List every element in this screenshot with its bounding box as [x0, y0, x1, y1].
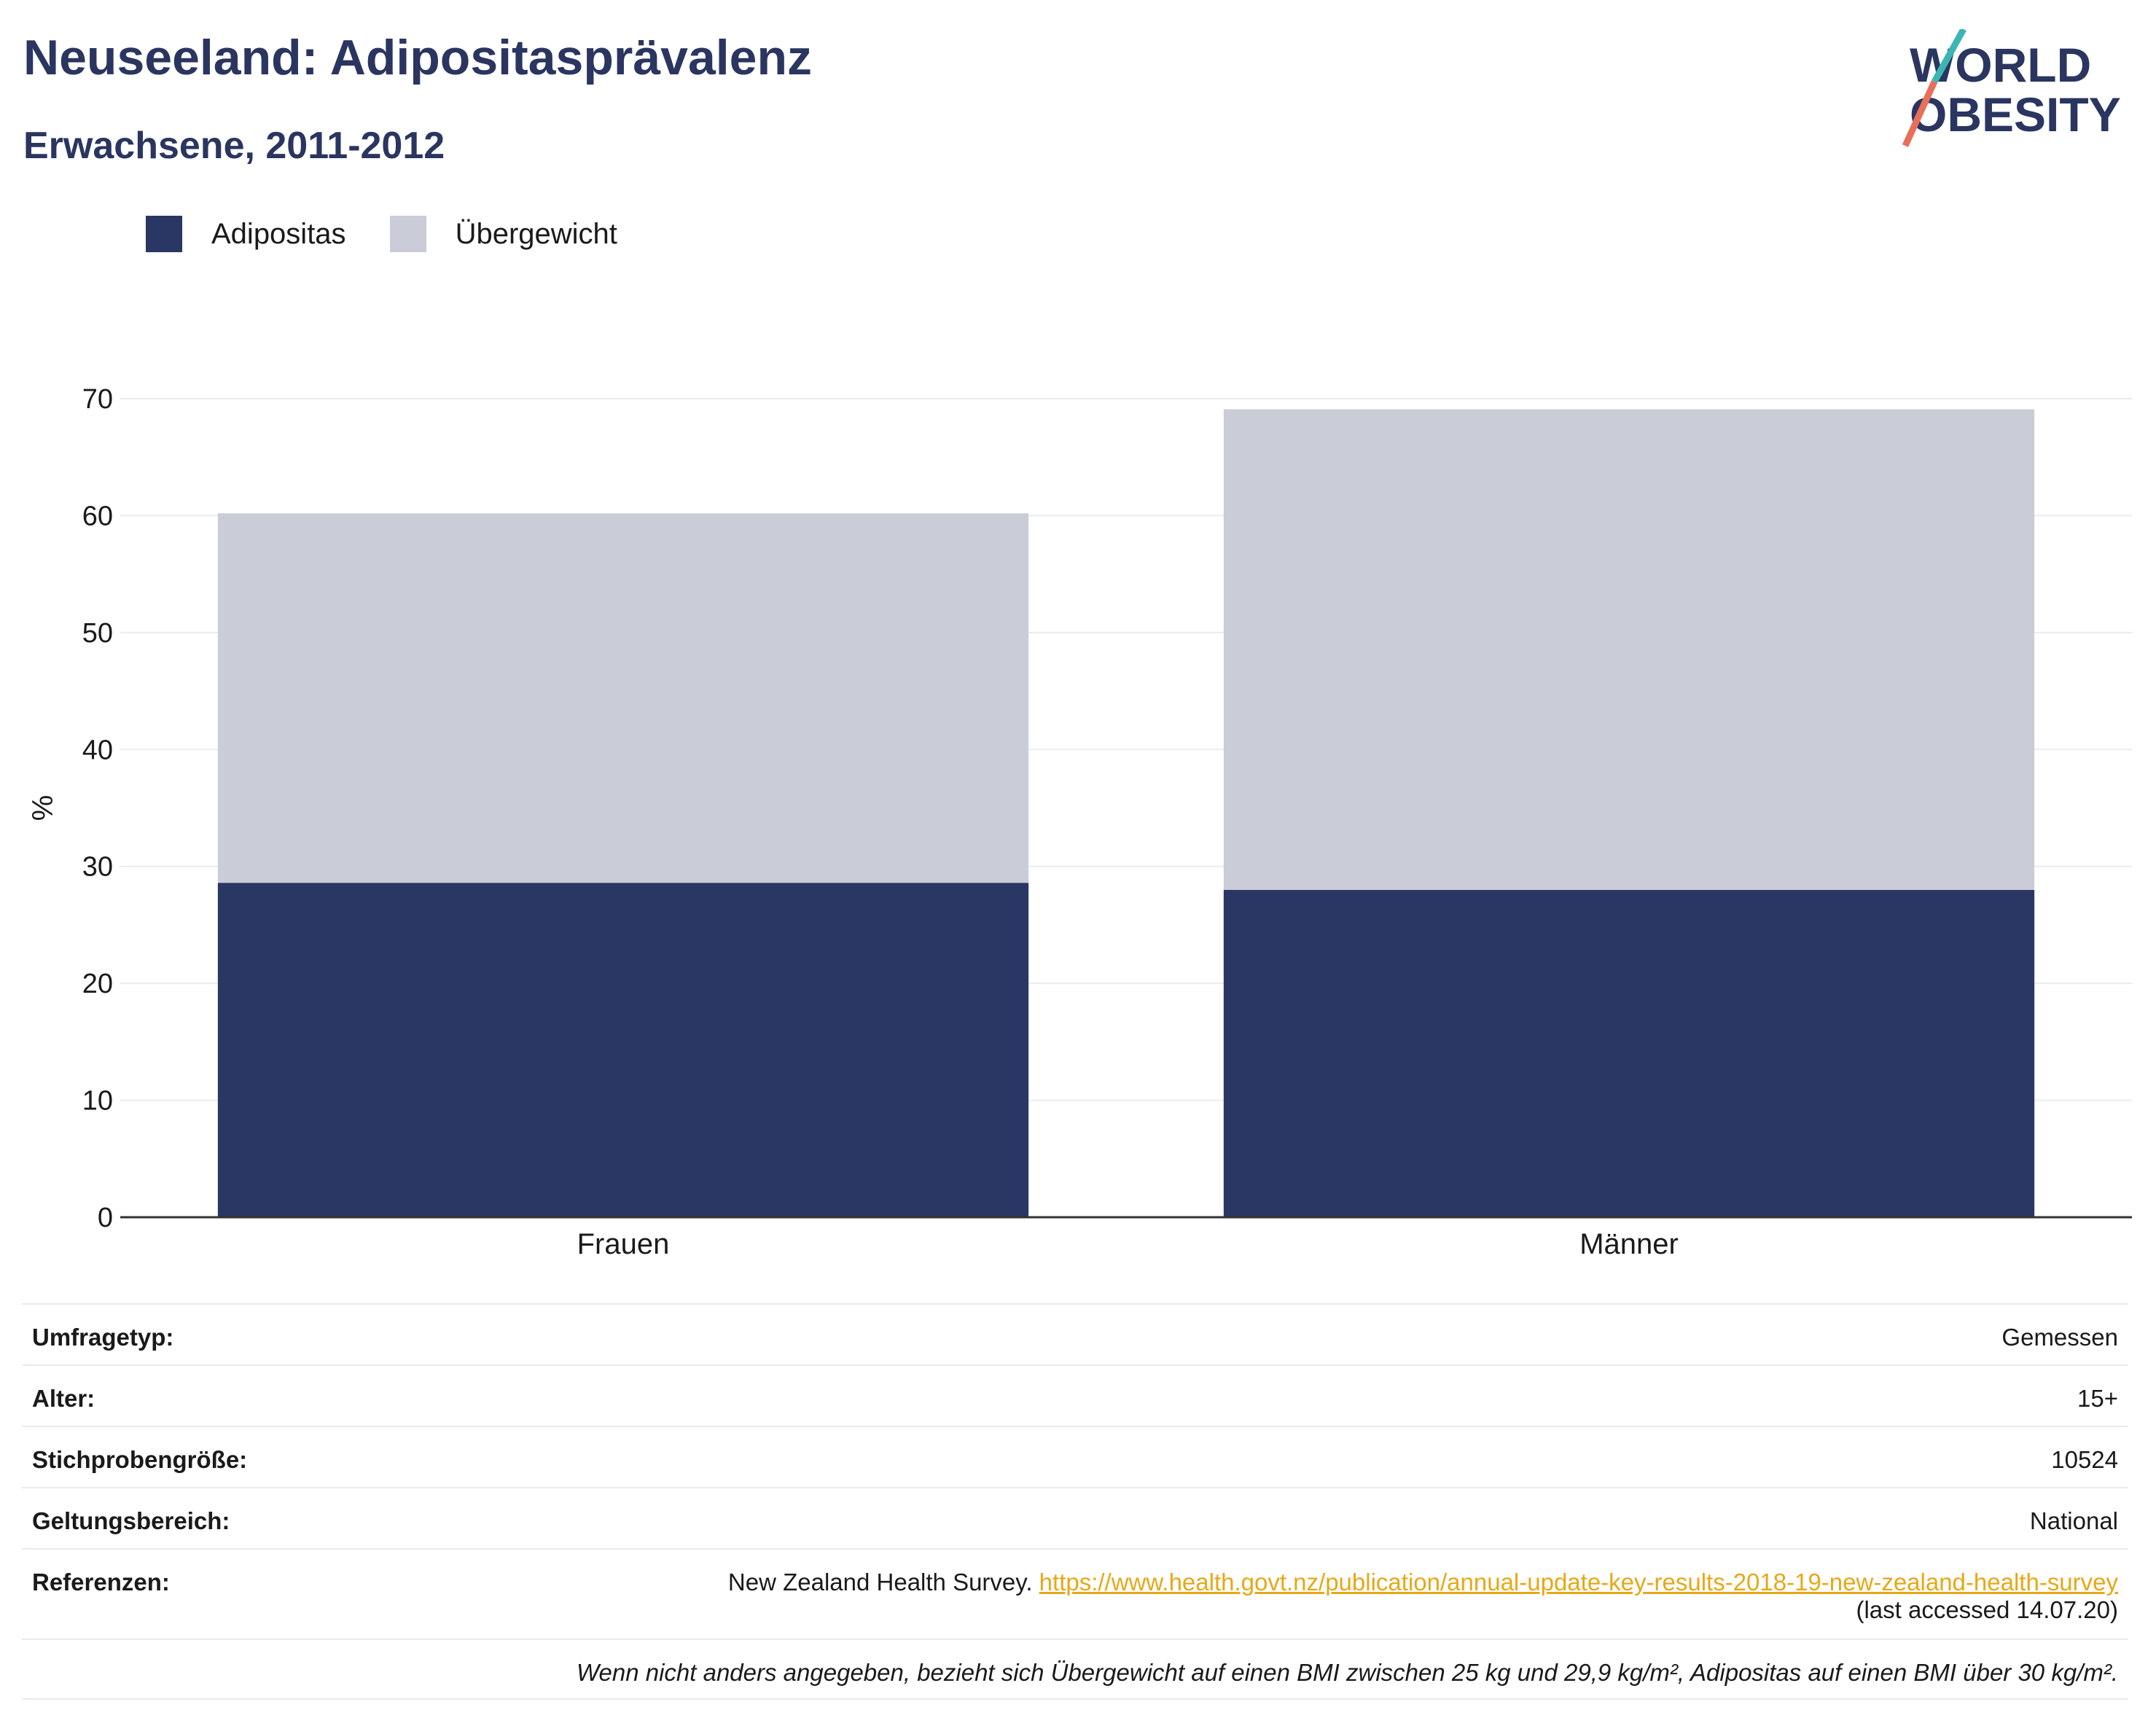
- legend: Adipositas Übergewicht: [146, 216, 661, 252]
- x-tick-label: Frauen: [577, 1228, 670, 1260]
- x-tick-label: Männer: [1579, 1228, 1679, 1260]
- survey-type-value: Gemessen: [2001, 1324, 2118, 1351]
- bar-männer-adipositas: [1223, 889, 2035, 1217]
- legend-item-uebergewicht: Übergewicht: [389, 216, 617, 252]
- info-row-age: Alter: 15+: [22, 1364, 2128, 1426]
- legend-label-uebergewicht: Übergewicht: [455, 217, 617, 250]
- references-text: New Zealand Health Survey.: [727, 1569, 1033, 1596]
- svg-text:OBESITY: OBESITY: [1910, 87, 2121, 141]
- legend-swatch-uebergewicht: [389, 216, 426, 252]
- age-value: 15+: [2077, 1385, 2118, 1412]
- info-row-scope: Geltungsbereich: National: [22, 1487, 2128, 1548]
- sample-size-value: 10524: [2051, 1446, 2118, 1473]
- definition-note: Wenn nicht anders angegeben, bezieht sic…: [576, 1659, 2118, 1686]
- references-link[interactable]: https://www.health.govt.nz/publication/a…: [1039, 1569, 2118, 1596]
- y-tick-label: 20: [82, 969, 113, 999]
- y-tick-label: 60: [82, 501, 113, 531]
- bar-männer-uebergewicht: [1223, 409, 2035, 890]
- y-axis-label: %: [27, 795, 59, 821]
- y-tick-label: 0: [98, 1203, 113, 1233]
- y-tick-label: 70: [82, 384, 113, 415]
- info-row-note: Wenn nicht anders angegeben, bezieht sic…: [22, 1639, 2128, 1700]
- y-tick-label: 30: [82, 852, 113, 883]
- sample-size-label: Stichprobengröße:: [32, 1446, 248, 1473]
- bar-chart: 0 10 20 30 40 50 60 70% Frauen Männer: [27, 384, 2132, 1260]
- chart-title: Neuseeland: Adipositasprävalenz: [23, 30, 813, 85]
- references-value: New Zealand Health Survey. https://www.h…: [728, 1569, 2118, 1624]
- bar-frauen-uebergewicht: [217, 513, 1029, 883]
- svg-text:WORLD: WORLD: [1910, 38, 2091, 92]
- y-tick-label: 10: [82, 1086, 113, 1117]
- survey-type-label: Umfragetyp:: [32, 1324, 174, 1351]
- world-obesity-logo: WORLD OBESITY: [1902, 29, 2121, 147]
- info-row-sample-size: Stichprobengröße: 10524: [22, 1426, 2128, 1487]
- info-row-references: Referenzen: New Zealand Health Survey. h…: [22, 1548, 2128, 1639]
- y-tick-label: 40: [82, 735, 113, 765]
- info-row-survey-type: Umfragetyp: Gemessen: [22, 1303, 2128, 1364]
- chart-subtitle: Erwachsene, 2011-2012: [23, 125, 445, 167]
- scope-value: National: [2029, 1507, 2118, 1534]
- age-label: Alter:: [32, 1385, 95, 1412]
- references-accessed: (last accessed 14.07.20): [1856, 1596, 2118, 1623]
- references-label: Referenzen:: [32, 1569, 170, 1596]
- info-table: Umfragetyp: Gemessen Alter: 15+ Stichpro…: [22, 1303, 2128, 1700]
- scope-label: Geltungsbereich:: [32, 1507, 230, 1534]
- legend-label-adipositas: Adipositas: [211, 217, 346, 250]
- legend-swatch-adipositas: [146, 216, 182, 252]
- bar-frauen-adipositas: [217, 883, 1029, 1217]
- legend-item-adipositas: Adipositas: [146, 216, 346, 252]
- y-tick-label: 50: [82, 618, 113, 649]
